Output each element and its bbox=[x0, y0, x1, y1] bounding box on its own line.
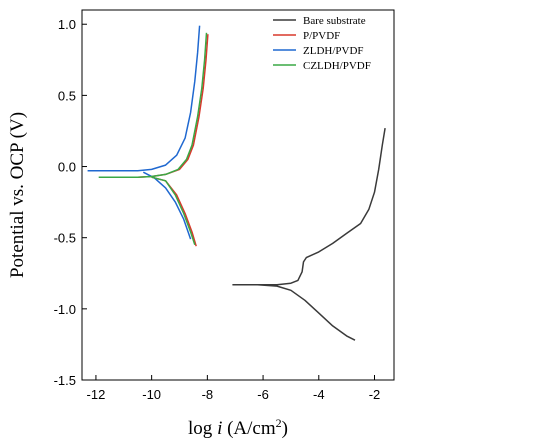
cathodic-branch-line bbox=[257, 283, 356, 341]
y-axis: 1.0 0.5 0.0 -0.5 -1.0 -1.5 bbox=[54, 17, 87, 388]
x-tick-label: -8 bbox=[202, 387, 214, 402]
legend-label: CZLDH/PVDF bbox=[303, 60, 371, 72]
series-bare-substrate bbox=[232, 127, 386, 341]
series-p-pvdf bbox=[101, 34, 209, 247]
legend-label: P/PVDF bbox=[303, 30, 340, 42]
x-tick-label: -2 bbox=[369, 387, 381, 402]
y-tick-label: -0.5 bbox=[54, 231, 76, 246]
plot-frame bbox=[81, 9, 395, 381]
series-layer bbox=[87, 25, 386, 341]
y-tick-label: 0.0 bbox=[58, 160, 76, 175]
legend: Bare substrate P/PVDF ZLDH/PVDF CZLDH/PVDF bbox=[273, 15, 371, 72]
x-axis: -12 -10 -8 -6 -4 -2 bbox=[87, 375, 381, 402]
y-tick-label: -1.5 bbox=[54, 373, 76, 388]
anodic-branch-line bbox=[98, 32, 208, 178]
x-axis-title-variable: i bbox=[217, 418, 222, 439]
legend-label: Bare substrate bbox=[303, 15, 366, 27]
y-tick-label: -1.0 bbox=[54, 302, 76, 317]
y-axis-title: Potential vs. OCP (V) bbox=[7, 112, 28, 278]
x-tick-label: -4 bbox=[313, 387, 325, 402]
x-axis-title-unit-close: ) bbox=[282, 418, 288, 439]
cathodic-branch-line bbox=[151, 176, 196, 246]
anodic-branch-line bbox=[232, 127, 386, 286]
legend-label: ZLDH/PVDF bbox=[303, 45, 364, 57]
x-tick-label: -6 bbox=[257, 387, 269, 402]
y-tick-label: 0.5 bbox=[58, 88, 76, 103]
x-axis-title-unit: (A/cm bbox=[222, 418, 276, 439]
series-czldh-pvdf bbox=[98, 32, 208, 246]
y-tick-label: 1.0 bbox=[58, 17, 76, 32]
x-axis-title-prefix: log bbox=[188, 418, 217, 439]
x-axis-title: log i (A/cm2) bbox=[188, 416, 288, 439]
x-tick-label: -10 bbox=[142, 387, 161, 402]
x-tick-label: -12 bbox=[87, 387, 106, 402]
x-axis-title-unit-exponent: 2 bbox=[276, 416, 282, 430]
anodic-branch-line bbox=[87, 25, 201, 172]
